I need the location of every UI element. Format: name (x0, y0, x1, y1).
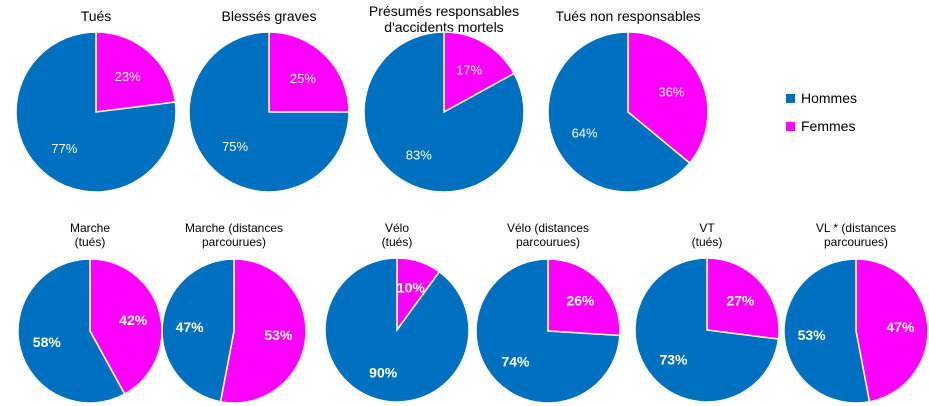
pie-slice-hommes (188, 31, 350, 193)
pie-title-line: parcourues) (824, 235, 888, 249)
pie-title-line: VL * (distances (816, 221, 896, 235)
pie-slice-femmes (706, 257, 780, 340)
pie-label-hommes: 64% (572, 125, 598, 140)
pie-title-line: Vélo (distances (507, 221, 589, 235)
pie-label-hommes: 83% (406, 148, 432, 163)
pie-title-line: Tués (81, 8, 112, 24)
pie-title-line: Présumés responsables (369, 3, 519, 19)
pie-chart-1: Tués 23% 77% (15, 8, 177, 193)
pie-title-line: Marche (70, 221, 110, 235)
pie-label-femmes: 17% (456, 62, 482, 77)
pie-title-line: (tués) (692, 235, 723, 249)
pie-slice-hommes (15, 31, 177, 193)
pie-slice-hommes (547, 31, 691, 193)
pie-label-femmes: 25% (290, 71, 316, 86)
pie-label-femmes: 23% (115, 69, 141, 84)
pie-label-hommes: 53% (798, 327, 827, 343)
pie-label-femmes: 53% (264, 327, 293, 343)
legend-item-femmes: Femmes (786, 112, 857, 140)
pie-slice-hommes (324, 257, 470, 403)
pie-label-femmes: 47% (886, 319, 915, 335)
pie-slice-femmes (89, 258, 163, 396)
pie-chart-7: Vélo(tués) 10% 90% (324, 221, 470, 403)
pie-label-femmes: 26% (566, 292, 595, 308)
pie-label-femmes: 27% (726, 293, 755, 309)
pie-title-line: Marche (distances (185, 221, 283, 235)
pie-slice-femmes (268, 31, 350, 113)
pie-title-line: parcourues) (202, 235, 266, 249)
pie-chart-5: Marche(tués) 42% 58% (17, 221, 163, 404)
pie-label-hommes: 58% (33, 334, 62, 350)
pie-slice-hommes (783, 258, 871, 404)
legend-label-hommes: Hommes (801, 90, 858, 106)
pie-title-line: VT (699, 221, 715, 235)
legend-item-hommes: Hommes (786, 84, 857, 112)
pie-title-line: d'accidents mortels (384, 19, 503, 35)
pie-title-line: Tués non responsables (555, 8, 700, 24)
legend-swatch-femmes (786, 121, 795, 131)
pie-label-femmes: 10% (397, 280, 426, 296)
pie-slice-femmes (443, 31, 516, 114)
pie-label-femmes: 36% (658, 85, 684, 100)
pie-slice-hommes (634, 257, 780, 403)
pie-slice-hommes (17, 258, 126, 404)
pie-label-hommes: 47% (176, 319, 205, 335)
pie-title-line: (tués) (75, 235, 106, 249)
pie-chart-2: Blessés graves 25% 75% (188, 8, 350, 193)
pie-label-hommes: 90% (369, 365, 398, 381)
pie-slice-hommes (475, 258, 621, 404)
pie-label-hommes: 77% (51, 141, 77, 156)
pie-slice-femmes (219, 258, 307, 404)
pie-slice-hommes (161, 258, 235, 403)
pie-label-hommes: 74% (501, 354, 530, 370)
pie-label-hommes: 73% (659, 352, 688, 368)
pie-title-line: Blessés graves (222, 8, 317, 24)
legend-label-femmes: Femmes (801, 118, 856, 134)
pie-slice-femmes (547, 258, 621, 337)
legend-swatch-hommes (786, 93, 795, 103)
pie-chart-9: VT(tués) 27% 73% (634, 221, 780, 403)
pie-title-line: Vélo (385, 221, 409, 235)
pie-slice-femmes (627, 31, 709, 165)
pie-title-line: (tués) (382, 235, 413, 249)
pie-label-hommes: 75% (222, 139, 248, 154)
pie-slice-hommes (363, 31, 525, 193)
pie-title-line: parcourues) (516, 235, 580, 249)
pie-chart-4: Tués non responsables 36% 64% (547, 8, 709, 193)
legend: Hommes Femmes (786, 84, 857, 140)
pie-label-femmes: 42% (119, 312, 148, 328)
pie-slice-femmes (855, 258, 929, 403)
pie-slice-femmes (95, 31, 177, 113)
